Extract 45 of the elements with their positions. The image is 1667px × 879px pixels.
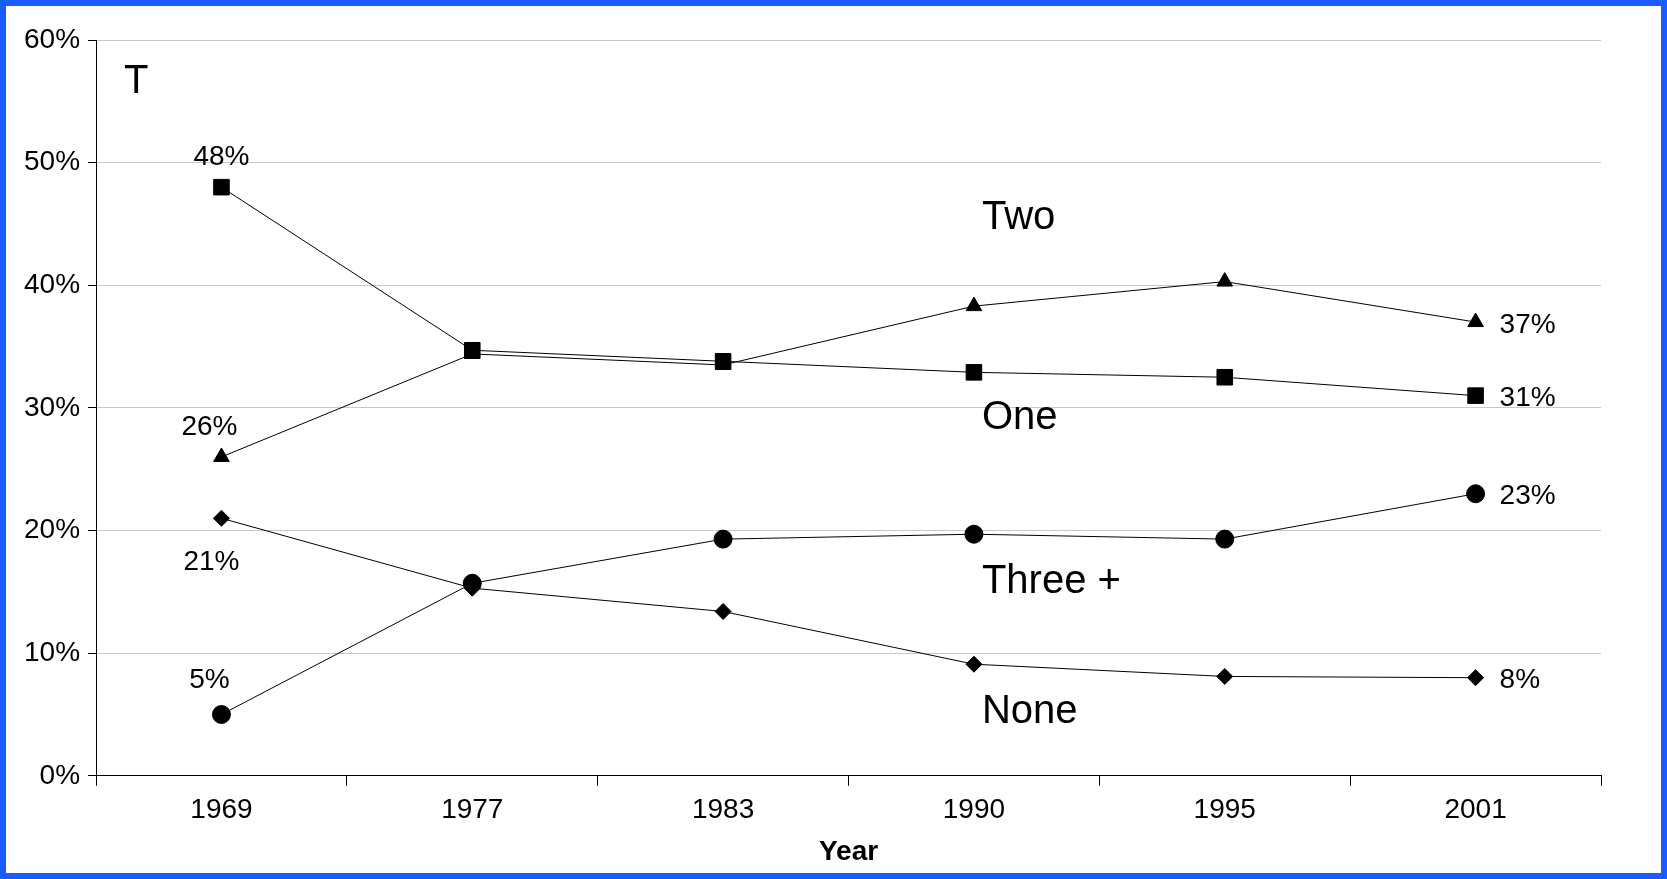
point: [965, 296, 983, 312]
data-label: 31%: [1499, 381, 1556, 413]
point: [1467, 387, 1484, 404]
x-tick-label: 1983: [691, 793, 755, 825]
x-tick-label: 1995: [1193, 793, 1256, 825]
annotation: T: [124, 57, 149, 102]
point: [1216, 667, 1234, 685]
data-label: 5%: [189, 663, 230, 695]
point: [1467, 669, 1485, 687]
x-tick-label: 1990: [942, 793, 1006, 825]
data-label: 26%: [181, 409, 238, 441]
point: [965, 655, 983, 673]
y-tick-label: 20%: [23, 513, 81, 545]
point: [1467, 312, 1484, 328]
y-tick-label: 50%: [23, 145, 81, 177]
point: [964, 524, 984, 544]
point: [1216, 368, 1234, 386]
y-tick-label: 60%: [23, 22, 81, 54]
point: [212, 509, 230, 527]
x-axis-title: Year: [818, 834, 879, 866]
y-tick-label: 30%: [23, 390, 81, 422]
y-tick-label: 40%: [23, 267, 81, 299]
point: [965, 364, 983, 381]
point: [211, 704, 231, 724]
series-label: One: [981, 393, 1058, 438]
data-label: 8%: [1499, 663, 1541, 695]
x-tick-label: 1977: [441, 793, 504, 825]
point: [213, 178, 230, 196]
series-label: None: [981, 687, 1078, 732]
y-tick-label: 10%: [23, 635, 81, 667]
point: [213, 447, 230, 462]
point: [1216, 272, 1234, 287]
series-label: Three +: [981, 557, 1121, 602]
data-label: 48%: [193, 139, 250, 171]
x-tick-label: 2001: [1444, 793, 1507, 825]
point: [713, 529, 733, 549]
series-label: Two: [981, 193, 1056, 238]
point: [1215, 529, 1235, 549]
data-label: 37%: [1499, 307, 1556, 339]
data-label: 21%: [183, 544, 240, 576]
point: [1466, 484, 1486, 504]
y-tick-label: 0%: [39, 758, 81, 790]
point: [714, 602, 732, 620]
x-tick-label: 1969: [190, 793, 253, 825]
data-label: 23%: [1499, 479, 1556, 511]
